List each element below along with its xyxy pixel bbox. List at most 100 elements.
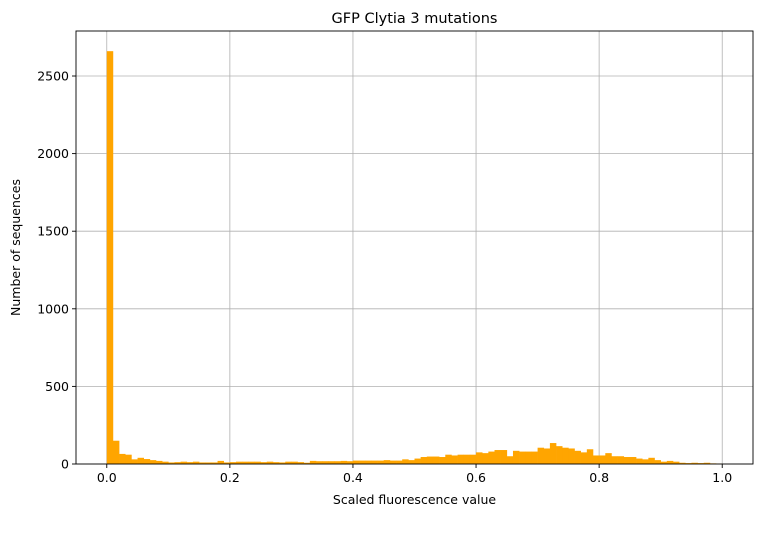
histogram-bar <box>149 460 157 464</box>
histogram-bar <box>476 452 483 464</box>
y-tick-label: 2000 <box>37 146 69 161</box>
histogram-bar <box>168 462 175 464</box>
y-axis-label: Number of sequences <box>8 179 23 316</box>
histogram-bar <box>432 456 440 464</box>
x-tick-label: 0.4 <box>343 470 363 485</box>
histogram-bar <box>691 462 698 464</box>
y-tick-label: 1000 <box>37 301 69 316</box>
histogram-bar <box>309 460 317 464</box>
histogram-bar <box>156 460 163 464</box>
histogram-bar <box>365 460 372 464</box>
histogram-bar <box>297 462 305 464</box>
histogram-bar <box>660 461 668 464</box>
histogram-bar <box>131 459 138 464</box>
histogram-bar <box>125 454 132 464</box>
histogram-bar <box>192 461 200 464</box>
histogram-bar <box>383 460 391 464</box>
histogram-bar <box>174 462 181 464</box>
histogram-bar <box>636 458 643 464</box>
y-tick-label: 2500 <box>37 69 69 84</box>
histogram-bar <box>236 461 243 464</box>
histogram-bar <box>205 462 212 464</box>
histogram-bar <box>143 459 151 464</box>
histogram-bar <box>420 457 428 464</box>
chart-title: GFP Clytia 3 mutations <box>332 11 498 27</box>
histogram-bar <box>389 460 397 464</box>
histogram-bar <box>580 452 588 464</box>
histogram-bar <box>531 451 538 464</box>
histogram-bar <box>611 456 618 464</box>
y-tick-label: 500 <box>45 379 69 394</box>
histogram-bar <box>642 459 649 464</box>
x-tick-label: 0.0 <box>97 470 117 485</box>
histogram-bar <box>445 454 452 464</box>
histogram-bar <box>334 461 341 464</box>
histogram-bar <box>402 459 409 464</box>
histogram-bar <box>703 462 711 464</box>
x-axis-label: Scaled fluorescence value <box>333 492 497 507</box>
histogram-bar <box>266 461 274 464</box>
histogram-bar <box>500 450 508 464</box>
histogram-bar <box>408 460 415 464</box>
histogram-bar <box>488 451 495 464</box>
histogram-bar <box>217 460 225 464</box>
x-axis-ticks: 0.0 0.2 0.4 0.6 0.8 1.0 <box>97 464 732 485</box>
histogram-bar <box>519 451 526 464</box>
histogram-bar <box>112 440 120 464</box>
histogram-bar <box>316 461 323 464</box>
x-tick-label: 0.8 <box>589 470 609 485</box>
histogram-bar <box>223 462 231 464</box>
histogram-bars <box>106 51 723 464</box>
histogram-bar <box>469 454 477 464</box>
y-axis-ticks: 0 500 1000 1500 2000 2500 <box>37 69 76 472</box>
histogram-bar <box>685 463 692 464</box>
histogram-bar <box>285 461 292 464</box>
histogram-bar <box>137 457 144 464</box>
histogram-bar <box>672 461 680 464</box>
histogram-bar <box>328 461 335 464</box>
histogram-bar <box>592 455 600 464</box>
histogram-bar <box>254 461 261 464</box>
histogram-bar <box>543 448 551 464</box>
histogram-bar <box>556 446 563 464</box>
histogram-bar <box>180 461 188 464</box>
histogram-bar <box>242 461 249 464</box>
y-tick-label: 0 <box>61 457 69 472</box>
histogram-bar <box>568 448 575 464</box>
histogram-bar <box>426 456 434 464</box>
histogram-bar <box>199 462 206 464</box>
histogram-bar <box>272 462 280 464</box>
histogram-bar <box>457 454 465 464</box>
histogram-bar <box>303 462 311 464</box>
histogram-bar <box>549 443 557 464</box>
x-tick-label: 1.0 <box>712 470 732 485</box>
histogram-bar <box>463 454 471 464</box>
histogram-bar <box>666 460 674 464</box>
histogram-bar <box>359 460 366 464</box>
histogram-bar <box>654 460 661 464</box>
histogram-bar <box>260 462 268 464</box>
histogram-bar <box>414 458 421 464</box>
histogram-bar <box>605 453 612 464</box>
histogram-bar <box>586 449 594 464</box>
histogram-bar <box>512 450 520 464</box>
histogram-bar <box>106 51 114 464</box>
histogram-bar <box>482 453 489 464</box>
histogram-bar <box>279 462 286 464</box>
histogram-bar <box>629 457 637 464</box>
histogram-bar <box>248 461 255 464</box>
histogram-bar <box>506 456 514 464</box>
histogram-bar <box>162 461 169 464</box>
histogram-bar <box>494 450 501 464</box>
histogram-bar <box>451 455 458 464</box>
histogram-bar <box>525 451 532 464</box>
histogram-bar <box>229 462 237 464</box>
histogram-bar <box>648 457 655 464</box>
histogram-bar <box>352 460 360 464</box>
histogram-bar <box>371 460 378 464</box>
histogram-bar <box>291 461 298 464</box>
histogram-bar <box>623 457 631 464</box>
histogram-bar <box>697 463 705 464</box>
